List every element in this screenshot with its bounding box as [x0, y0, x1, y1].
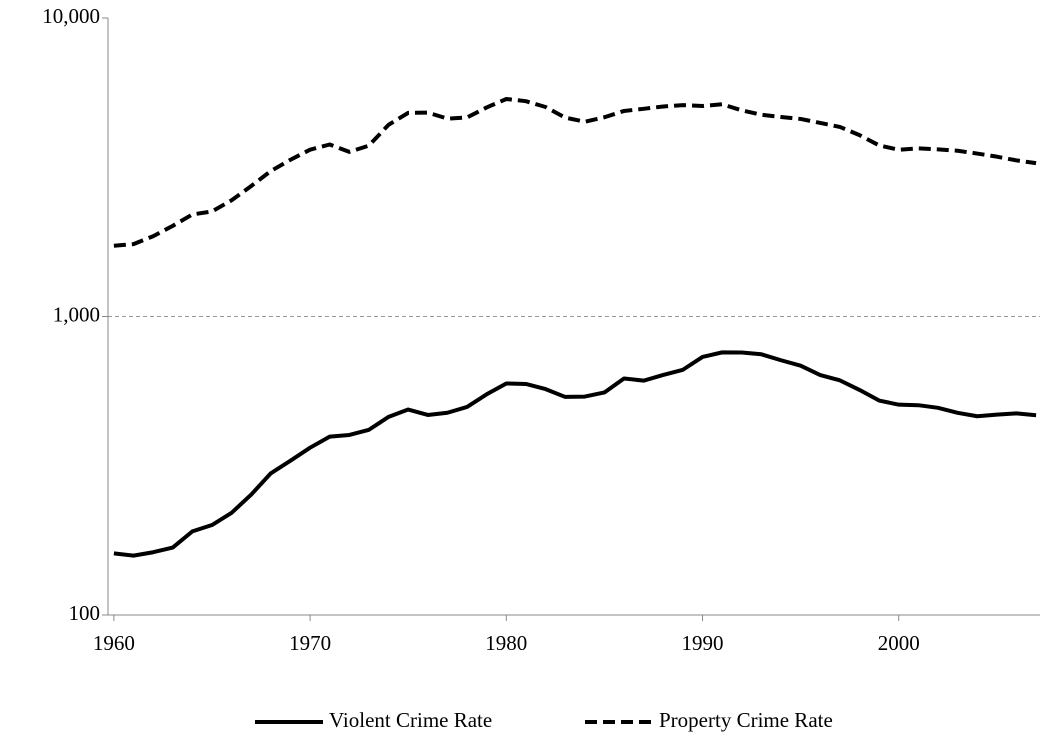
y-tick-label: 1,000: [53, 302, 100, 326]
legend-label: Property Crime Rate: [659, 708, 833, 732]
x-tick-label: 1990: [682, 631, 724, 655]
x-tick-label: 1980: [485, 631, 527, 655]
x-tick-label: 1960: [93, 631, 135, 655]
x-tick-label: 1970: [289, 631, 331, 655]
x-tick-label: 2000: [878, 631, 920, 655]
line-series: [113, 97, 1037, 248]
line-series: [113, 350, 1037, 558]
y-tick-label: 10,000: [42, 4, 100, 28]
y-tick-label: 100: [69, 601, 101, 625]
legend-label: Violent Crime Rate: [329, 708, 492, 732]
